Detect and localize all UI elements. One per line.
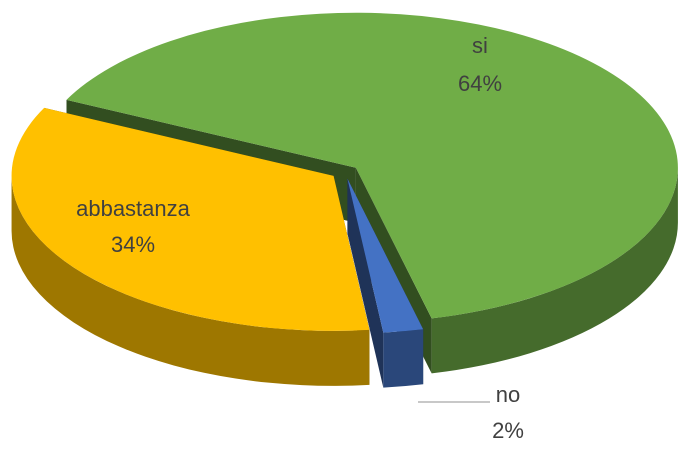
category-label: no xyxy=(496,382,520,407)
category-label: si xyxy=(472,33,488,58)
slice xyxy=(11,107,370,331)
slice-side xyxy=(11,175,370,386)
value-label: 34% xyxy=(111,232,155,257)
value-label: 2% xyxy=(492,418,524,443)
category-label: abbastanza xyxy=(76,196,191,221)
slice xyxy=(347,178,424,333)
slice-side xyxy=(383,329,424,388)
slice-side xyxy=(431,167,678,374)
slice-wall xyxy=(347,178,384,388)
slice xyxy=(66,12,678,319)
value-label: 64% xyxy=(458,71,502,96)
